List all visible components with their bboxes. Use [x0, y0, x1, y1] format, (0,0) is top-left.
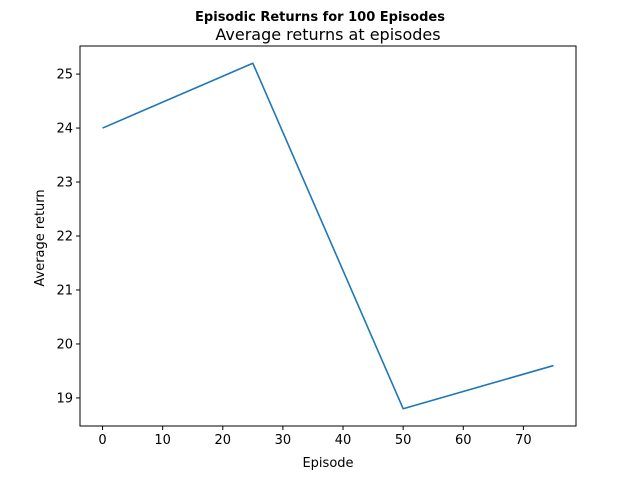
- y-tick-label: 21: [56, 283, 73, 298]
- chart-suptitle: Episodic Returns for 100 Episodes: [195, 10, 445, 25]
- x-tick-label: 40: [335, 433, 352, 448]
- x-tick-label: 60: [455, 433, 472, 448]
- x-tick-label: 50: [395, 433, 412, 448]
- x-tick-label: 70: [515, 433, 532, 448]
- y-tick-label: 25: [56, 68, 73, 83]
- y-tick-label: 24: [56, 122, 73, 137]
- series-line: [102, 62, 554, 410]
- y-axis-label: Average return: [33, 189, 48, 286]
- x-axis-ticks: 0 10 20 30 40 50 60 70: [98, 426, 532, 448]
- y-tick-label: 19: [56, 391, 73, 406]
- y-tick-label: 22: [56, 230, 73, 245]
- x-tick-label: 10: [154, 433, 171, 448]
- y-tick-label: 23: [56, 176, 73, 191]
- x-tick-label: 20: [215, 433, 232, 448]
- y-tick-label: 20: [56, 337, 73, 352]
- y-axis-ticks: 19 20 21 22 23 24 25: [56, 68, 80, 406]
- chart-title: Average returns at episodes: [215, 25, 440, 44]
- x-tick-label: 0: [98, 433, 106, 448]
- series-layer: [102, 62, 554, 410]
- x-tick-label: 30: [275, 433, 292, 448]
- x-axis-label: Episode: [302, 456, 353, 471]
- plot-frame: [79, 45, 577, 427]
